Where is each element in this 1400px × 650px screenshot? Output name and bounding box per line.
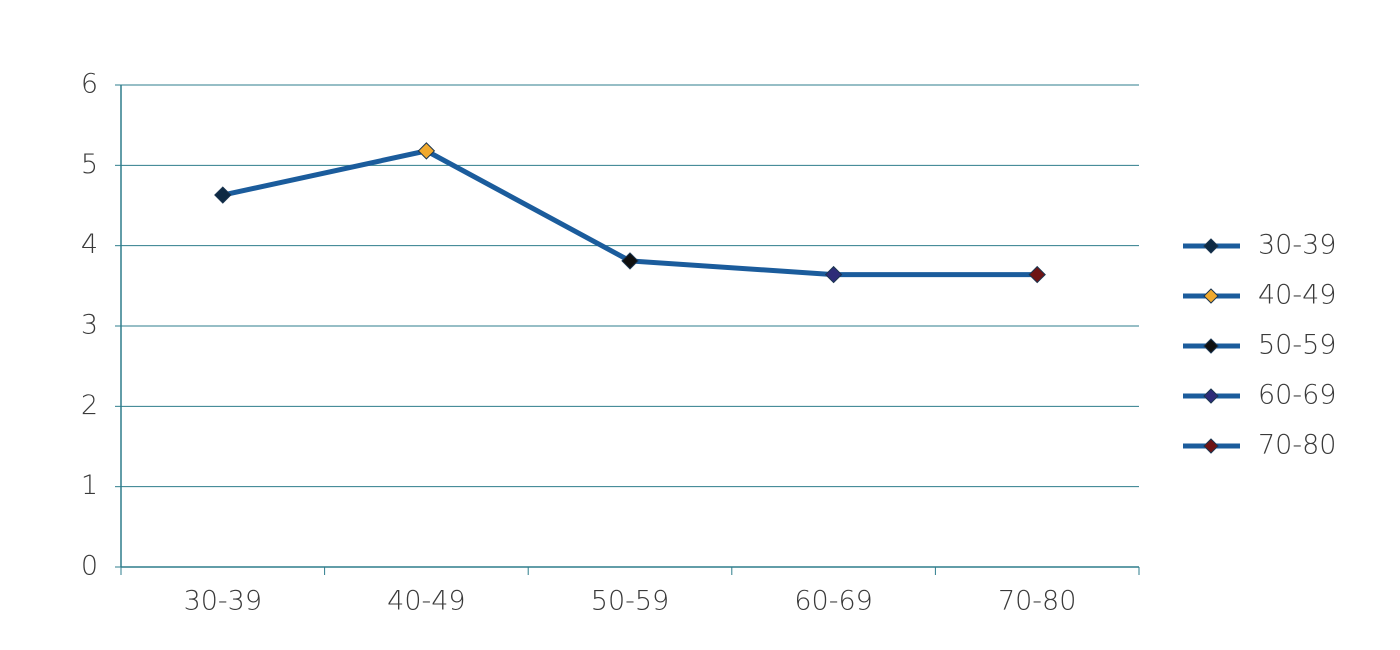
legend-marker	[1203, 288, 1219, 304]
y-tick-label: 3	[81, 310, 98, 341]
data-point	[1028, 265, 1046, 284]
legend-marker	[1203, 388, 1219, 404]
y-tick-label: 1	[81, 470, 98, 501]
legend-label: 70-80	[1258, 430, 1336, 461]
data-point	[621, 252, 639, 270]
y-tick-label: 0	[81, 551, 98, 582]
y-tick-label: 4	[81, 229, 98, 260]
y-tick-label: 2	[81, 390, 98, 421]
legend-label: 60-69	[1258, 380, 1336, 411]
y-tick-label: 5	[81, 149, 98, 180]
legend-marker	[1203, 338, 1219, 354]
legend-label: 40-49	[1258, 280, 1336, 311]
legend-marker	[1203, 438, 1219, 454]
x-tick-label: 40-49	[387, 586, 465, 617]
data-point	[824, 265, 843, 284]
legend-marker	[1203, 238, 1219, 254]
data-point	[417, 142, 436, 160]
legend-label: 50-59	[1258, 330, 1336, 361]
data-point	[214, 186, 232, 204]
x-tick-label: 30-39	[184, 586, 262, 617]
x-tick-label: 70-80	[998, 586, 1076, 617]
legend-label: 30-39	[1258, 230, 1336, 261]
x-tick-label: 50-59	[591, 586, 669, 617]
x-tick-label: 60-69	[794, 586, 872, 617]
y-tick-label: 6	[81, 69, 98, 100]
